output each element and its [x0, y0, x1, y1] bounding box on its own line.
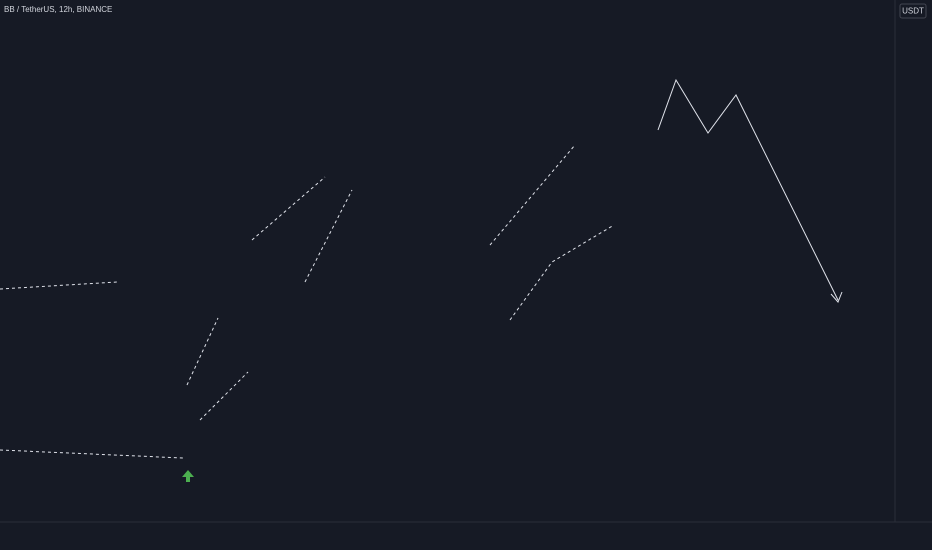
currency: USDT — [902, 7, 924, 16]
trend-line — [304, 189, 353, 283]
projection-path — [657, 78, 839, 301]
trend-line — [0, 281, 118, 290]
trend-line — [186, 317, 219, 386]
trend-line — [489, 144, 576, 246]
projection-arrow — [830, 291, 843, 303]
trend-line — [251, 176, 326, 241]
trend-line — [199, 371, 249, 421]
currency-box — [899, 3, 927, 19]
buy-arrow — [182, 470, 194, 482]
trend-line — [0, 449, 184, 459]
chart-title: BB / TetherUS, 12h, BINANCE — [4, 5, 112, 14]
drawings — [0, 78, 843, 459]
price-axis — [895, 0, 932, 550]
